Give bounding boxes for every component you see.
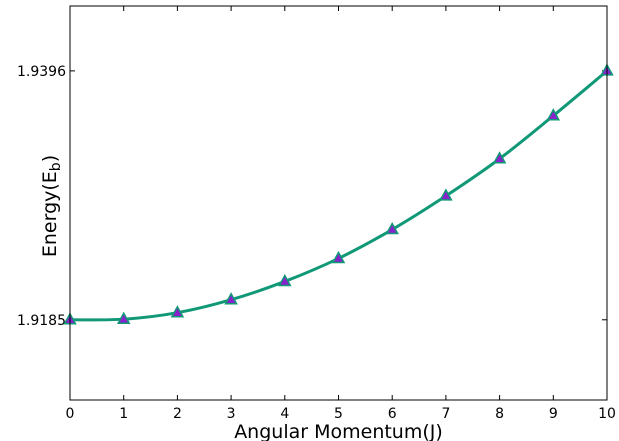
series-line — [69, 69, 608, 322]
y-axis-label-subscript: b — [48, 162, 64, 171]
x-tick-label: 9 — [549, 406, 558, 422]
x-tick-label: 7 — [441, 406, 450, 422]
y-tick-label: 1.9396 — [17, 64, 66, 80]
data-point-marker — [170, 305, 185, 318]
data-point-marker — [439, 188, 453, 201]
y-tick-label: 1.9185 — [17, 313, 66, 329]
x-tick-label: 1 — [119, 406, 128, 422]
series-markers — [63, 63, 614, 325]
data-point-marker — [492, 151, 507, 164]
x-tick-label: 8 — [495, 406, 504, 422]
x-tick-label: 5 — [334, 406, 343, 422]
tick-marks — [69, 6, 608, 400]
y-axis-label-main: Energy(E — [39, 171, 61, 257]
x-tick-label: 0 — [66, 406, 75, 422]
tick-labels: 0 1 2 3 4 5 6 7 8 9 10 1.9185 1.9396 — [17, 64, 616, 422]
y-axis-label-close: ) — [39, 155, 61, 162]
data-point-marker — [278, 273, 292, 287]
data-point-marker — [116, 311, 131, 324]
x-axis-label: Angular Momentum(J) — [234, 421, 443, 441]
y-axis-label: Energy(Eb) — [39, 155, 64, 257]
x-tick-label: 10 — [598, 406, 616, 422]
x-tick-label: 6 — [388, 406, 397, 422]
x-tick-label: 3 — [227, 406, 236, 422]
data-point-marker — [331, 250, 346, 264]
x-tick-label: 2 — [173, 406, 182, 422]
plot-frame — [69, 5, 608, 401]
x-tick-label: 4 — [280, 406, 289, 422]
data-point-marker — [385, 221, 399, 235]
data-point-marker — [224, 292, 238, 305]
data-point-marker — [546, 108, 561, 121]
